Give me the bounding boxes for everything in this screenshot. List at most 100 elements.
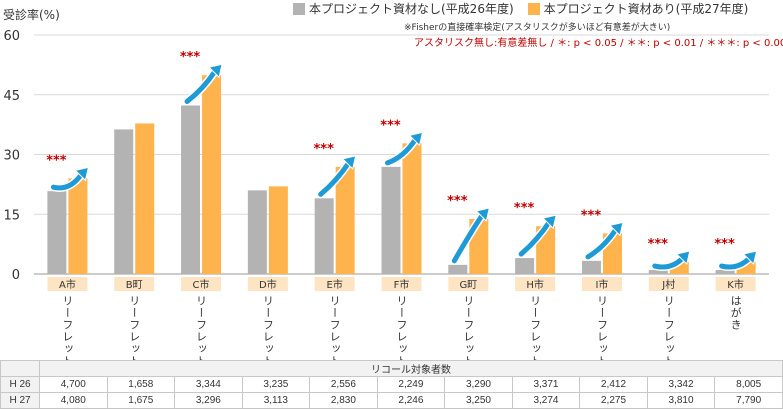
table-cell: 3,290 <box>444 376 513 393</box>
method-label: リーフレット <box>462 295 475 360</box>
category-label-box <box>114 277 155 291</box>
table-cell: 3,250 <box>444 392 513 409</box>
category-label-box <box>381 277 422 291</box>
row-label-h26: H 26 <box>0 376 40 393</box>
table-cell: 1,675 <box>106 392 176 409</box>
legend-swatch-h27 <box>527 2 540 15</box>
method-label: リーフレット <box>662 295 675 360</box>
arrow-head <box>675 250 691 266</box>
method-label: リーフレット <box>595 295 608 360</box>
table-header: リコール対象者数 <box>39 360 783 377</box>
bar-h26 <box>715 270 735 274</box>
bar-h27 <box>335 166 355 274</box>
category-label-box <box>448 277 489 291</box>
bar-h26 <box>181 105 201 274</box>
arrow-head <box>74 166 90 182</box>
recall-count-table: リコール対象者数 H 26 4,700 1,658 3,344 3,235 2,… <box>0 360 783 409</box>
significance-marker: *** <box>447 194 468 209</box>
table-cell: 2,830 <box>309 392 378 409</box>
bar-h26 <box>648 270 668 274</box>
arrow-shaft <box>318 160 352 197</box>
significance-marker: *** <box>180 50 201 65</box>
category-label: D市 <box>259 278 277 291</box>
method-label: リーフレット <box>195 295 208 360</box>
bar-h27 <box>736 262 756 274</box>
significance-marker: *** <box>514 201 535 216</box>
bar-h26 <box>448 264 468 274</box>
significance-marker: *** <box>313 142 334 157</box>
method-label: リーフレット <box>261 295 274 360</box>
bar-h26 <box>515 258 535 274</box>
arrow-shaft <box>451 212 485 264</box>
legend-label-h27: 本プロジェクト資材あり(平成27年度) <box>543 2 749 16</box>
category-label-box <box>648 277 689 291</box>
category-label: I市 <box>595 278 608 291</box>
arrow-shaft <box>50 171 84 191</box>
method-label: リーフレット <box>529 295 542 360</box>
row-label-h27: H 27 <box>0 392 40 409</box>
y-tick-label: 60 <box>3 29 20 44</box>
bar-h26 <box>581 260 601 274</box>
method-label: リーフレット <box>328 295 341 360</box>
arrow-shaft <box>719 255 753 270</box>
bar-h27 <box>135 123 155 275</box>
y-tick-label: 0 <box>12 268 20 283</box>
significance-note: アスタリスク無し:有意差無し / ＊: p < 0.05 / ＊＊: p < 0… <box>414 38 783 49</box>
bar-h26 <box>314 198 334 274</box>
arrow-shaft <box>184 68 218 105</box>
y-axis-label: 受診率(%) <box>3 8 60 22</box>
table-row-h26: H 26 4,700 1,658 3,344 3,235 2,556 2,249… <box>0 376 783 393</box>
method-label: リーフレット <box>61 295 74 360</box>
significance-marker: *** <box>714 237 735 252</box>
bar-h27 <box>669 262 689 274</box>
category-label-box <box>181 277 222 291</box>
arrow-shaft <box>518 219 552 257</box>
table-cell: 3,371 <box>511 376 581 393</box>
category-label: C市 <box>193 278 210 291</box>
table-cell: 2,412 <box>579 376 648 393</box>
table-cell: 3,274 <box>511 392 581 409</box>
category-label: H市 <box>526 278 544 291</box>
y-tick-label: 30 <box>3 149 20 164</box>
table-cell: 3,235 <box>241 376 311 393</box>
bar-h26 <box>47 191 67 274</box>
test-note: ※Fisherの直接確率検定(アスタリスクが多いほど有意差が大きい) <box>404 23 671 33</box>
bar-h26 <box>247 190 267 274</box>
category-label: B町 <box>126 280 143 291</box>
table-row-h27: H 27 4,080 1,675 3,296 3,113 2,830 2,246… <box>0 392 783 409</box>
bar-h27 <box>268 186 288 274</box>
category-label-box <box>515 277 556 291</box>
category-label-box <box>581 277 622 291</box>
table-corner <box>0 360 40 377</box>
table-cell: 2,556 <box>309 376 378 393</box>
category-label-box <box>47 277 88 291</box>
arrow-head <box>341 155 357 170</box>
table-cell: 8,005 <box>714 376 783 393</box>
arrow-shaft <box>585 226 619 260</box>
table-cell: 4,080 <box>39 392 108 409</box>
table-cell: 4,700 <box>39 376 108 393</box>
category-label-box <box>314 277 355 291</box>
arrow-head <box>475 207 490 223</box>
table-cell: 3,113 <box>241 392 311 409</box>
table-cell: 7,790 <box>714 392 783 409</box>
category-label: K市 <box>727 278 744 291</box>
category-label-box <box>715 277 756 291</box>
significance-marker: *** <box>380 118 401 133</box>
table-cell: 3,344 <box>174 376 243 393</box>
method-label: はがき <box>729 295 742 331</box>
arrow-head <box>608 221 624 237</box>
legend-item-h26: 本プロジェクト資材なし(平成26年度) <box>293 0 514 17</box>
bar-h27 <box>402 143 422 274</box>
category-label: E市 <box>327 278 343 291</box>
table-cell: 3,810 <box>646 392 716 409</box>
method-label: リーフレット <box>395 295 408 360</box>
table-cell: 1,658 <box>106 376 176 393</box>
category-label: A市 <box>59 278 76 291</box>
bar-h27 <box>68 178 88 274</box>
table-cell: 2,246 <box>376 392 446 409</box>
arrow-head <box>208 63 223 79</box>
table-cell: 3,296 <box>174 392 243 409</box>
table-cell: 2,275 <box>579 392 648 409</box>
table-cell: 2,249 <box>376 376 446 393</box>
